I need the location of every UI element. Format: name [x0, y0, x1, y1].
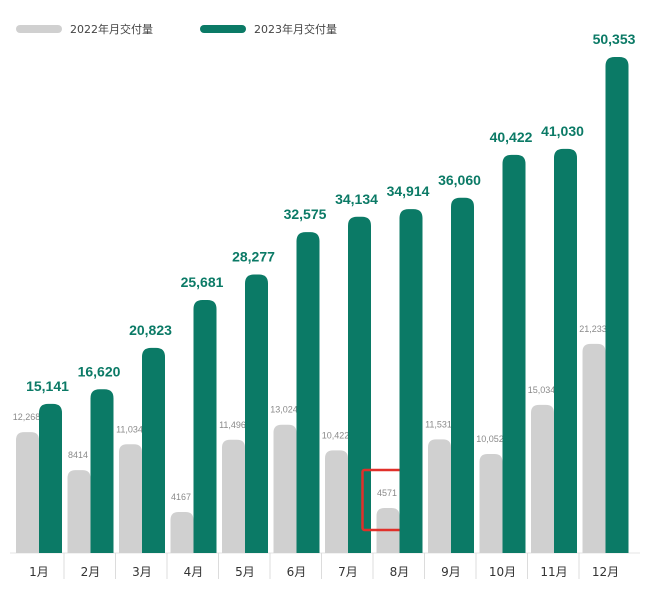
plot-area: 12,268 15,141 1月 8414 16,620 2月 11,034 20,823 3月… — [10, 31, 640, 579]
data-label-2022-10月: 10,052 — [476, 434, 504, 444]
data-label-2023-8月: 34,914 — [387, 183, 430, 199]
bar-2023-12月 — [605, 57, 629, 553]
bar-2023-7月 — [348, 216, 371, 554]
category-label-12月: 12月 — [592, 565, 619, 579]
data-label-2023-5月: 28,277 — [232, 248, 275, 264]
data-label-2022-5月: 11,496 — [219, 420, 246, 430]
data-label-2023-1月: 15,141 — [26, 378, 69, 394]
data-label-2023-10月: 40,422 — [490, 129, 533, 145]
category-label-4月: 4月 — [184, 565, 204, 579]
category-label-9月: 9月 — [441, 565, 461, 579]
bar-2022-7月 — [325, 450, 348, 553]
data-label-2022-6月: 13,024 — [270, 405, 298, 415]
legend: 2022年月交付量 2023年月交付量 — [16, 22, 337, 36]
category-label-8月: 8月 — [390, 565, 410, 579]
data-label-2022-9月: 11,531 — [425, 419, 452, 429]
category-label-1月: 1月 — [29, 565, 49, 579]
bar-2022-2月 — [67, 470, 91, 553]
bar-2022-11月 — [531, 404, 554, 553]
data-label-2022-3月: 11,034 — [116, 424, 143, 434]
data-label-2023-2月: 16,620 — [78, 363, 121, 379]
bar-2022-3月 — [119, 444, 142, 553]
bar-2023-4月 — [193, 300, 217, 553]
data-label-2022-1月: 12,268 — [13, 412, 41, 422]
category-label-10月: 10月 — [489, 565, 516, 579]
data-label-2023-11月: 41,030 — [541, 123, 584, 139]
data-label-2023-4月: 25,681 — [181, 274, 224, 290]
data-label-2023-6月: 32,575 — [284, 206, 327, 222]
bar-2022-12月 — [582, 343, 606, 553]
data-label-2022-12月: 21,233 — [579, 324, 607, 334]
category-label-6月: 6月 — [287, 565, 307, 579]
category-label-2月: 2月 — [81, 565, 101, 579]
bar-2023-1月 — [39, 403, 62, 553]
data-label-2023-7月: 34,134 — [335, 191, 378, 207]
bar-2022-4月 — [170, 511, 194, 553]
legend-label-2023: 2023年月交付量 — [254, 22, 337, 36]
bar-2022-9月 — [428, 439, 451, 553]
legend-label-2022: 2022年月交付量 — [70, 22, 153, 36]
bar-2023-2月 — [90, 389, 114, 553]
bar-2023-11月 — [554, 148, 577, 553]
bar-2022-6月 — [273, 424, 297, 553]
data-label-2022-8月: 4571 — [377, 488, 397, 498]
data-label-2022-11月: 15,034 — [528, 385, 556, 395]
legend-swatch-2023 — [200, 25, 246, 33]
category-label-3月: 3月 — [132, 565, 152, 579]
category-label-7月: 7月 — [338, 565, 358, 579]
bar-2023-5月 — [245, 274, 268, 553]
bar-2022-10月 — [479, 453, 503, 553]
data-label-2022-2月: 8414 — [68, 450, 88, 460]
category-label-5月: 5月 — [235, 565, 255, 579]
data-label-2023-12月: 50,353 — [593, 31, 636, 47]
bar-2023-3月 — [142, 347, 165, 553]
category-label-11月: 11月 — [540, 565, 567, 579]
bar-2023-8月 — [399, 209, 423, 554]
bar-2023-10月 — [502, 154, 526, 553]
data-label-2023-3月: 20,823 — [129, 322, 172, 338]
data-label-2022-7月: 10,422 — [322, 430, 350, 440]
bar-2023-9月 — [451, 197, 474, 553]
data-label-2023-9月: 36,060 — [438, 172, 481, 188]
data-label-2022-4月: 4167 — [171, 492, 191, 502]
legend-swatch-2022 — [16, 25, 62, 33]
bar-2022-5月 — [222, 439, 245, 553]
bar-2022-1月 — [16, 432, 39, 553]
bar-2023-6月 — [296, 232, 320, 553]
